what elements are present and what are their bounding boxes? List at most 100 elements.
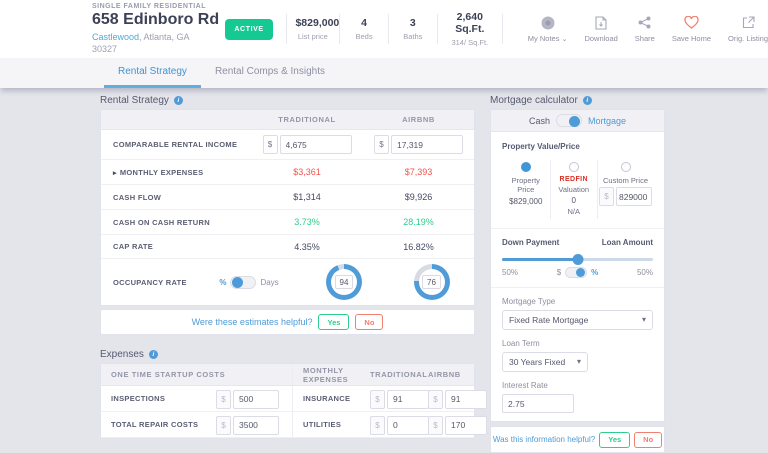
total-repair-costs-input[interactable] xyxy=(233,415,279,435)
download-icon xyxy=(584,15,617,30)
dollar-percent-toggle[interactable] xyxy=(565,266,588,278)
sqft-value: 2,640 Sq.Ft. xyxy=(455,11,485,35)
occupancy-unit-toggle-group: % Days xyxy=(199,275,299,289)
baths-stat: 3 Baths xyxy=(398,17,428,41)
info-icon[interactable]: i xyxy=(582,96,592,105)
download-button[interactable]: Download xyxy=(584,15,618,43)
property-price-option-label: Property Price xyxy=(511,176,540,195)
beds-value: 4 xyxy=(361,17,367,29)
divider xyxy=(436,14,438,44)
dropdown-caret-icon: ▾ xyxy=(576,357,581,367)
down-payment-labels: Down Payment Loan Amount xyxy=(502,238,653,247)
payment-mode-toggle[interactable] xyxy=(555,114,582,127)
orig-listing-label: Orig. Listing xyxy=(728,34,768,43)
occupancy-airbnb-value[interactable]: 76 xyxy=(422,275,441,289)
cap-rate-row: CAP RATE 4.35% 16.82% xyxy=(101,235,474,259)
inspections-input[interactable] xyxy=(233,389,279,409)
divider xyxy=(388,14,389,44)
utilities-airbnb-input[interactable] xyxy=(445,415,487,435)
rental-strategy-title-text: Rental Strategy xyxy=(100,95,169,106)
expenses-row-1: INSPECTIONS $ INSURANCE $ $ xyxy=(101,386,487,412)
custom-price-option-label: Custom Price xyxy=(602,176,648,185)
header-actions: My Notes ⌄ Download Share xyxy=(528,15,768,43)
feedback-question: Were these estimates helpful? xyxy=(191,317,313,327)
occupancy-traditional-value[interactable]: 94 xyxy=(334,275,354,289)
cash-label[interactable]: Cash xyxy=(528,115,550,126)
occupancy-unit-toggle[interactable] xyxy=(230,275,257,289)
tab-rental-comps-insights[interactable]: Rental Comps & Insights xyxy=(214,66,325,77)
monthly-expenses-airbnb: $7,393 xyxy=(404,167,433,177)
insurance-traditional-input[interactable] xyxy=(387,389,429,409)
insurance-airbnb-input[interactable] xyxy=(445,389,487,409)
currency-prefix: $ xyxy=(599,187,614,207)
download-label: Download xyxy=(584,34,618,43)
redfin-valuation-option[interactable]: REDFIN Valuation 0 N/A xyxy=(549,160,598,219)
mortgage-calculator-panel: Cash Mortgage Property Value/Price Prope… xyxy=(490,109,665,423)
save-home-label: Save Home xyxy=(671,34,711,43)
mortgage-type-value: Fixed Rate Mortgage xyxy=(509,314,589,325)
property-type: SINGLE FAMILY RESIDENTIAL xyxy=(92,2,207,10)
cash-flow-traditional: $1,314 xyxy=(293,192,321,202)
neighborhood-link[interactable]: Castlewood xyxy=(92,31,140,42)
sqft-stat: 2,640 Sq.Ft. 314/ Sq.Ft. xyxy=(447,11,493,47)
redfin-valuation-radio[interactable] xyxy=(568,162,579,172)
dollar-unit-label[interactable]: $ xyxy=(556,267,562,277)
column-traditional: TRADITIONAL xyxy=(278,115,336,124)
mortgage-label[interactable]: Mortgage xyxy=(587,115,627,126)
airbnb-income-input-group: $ xyxy=(374,135,463,154)
info-icon[interactable]: i xyxy=(173,96,183,105)
save-home-button[interactable]: Save Home xyxy=(672,15,711,43)
rental-strategy-section: Rental Strategy i TRADITIONAL AIRBNB COM… xyxy=(100,94,487,439)
percent-unit-label: % xyxy=(219,277,227,287)
no-button[interactable]: No xyxy=(355,314,384,330)
monthly-expenses-header: MONTHLY EXPENSES xyxy=(292,364,370,385)
yes-button[interactable]: Yes xyxy=(599,431,631,448)
share-label: Share xyxy=(634,34,655,43)
share-button[interactable]: Share xyxy=(635,15,655,43)
beds-stat: 4 Beds xyxy=(349,17,379,41)
loan-term-select[interactable]: 30 Years Fixed ▾ xyxy=(502,351,588,372)
mortgage-body: Property Value/Price Property Price $829… xyxy=(491,132,664,421)
total-repair-costs-label: TOTAL REPAIR COSTS xyxy=(111,420,199,429)
comparable-rental-income-row: COMPARABLE RENTAL INCOME $ $ xyxy=(101,130,474,160)
down-payment-slider[interactable] xyxy=(502,253,653,265)
tab-rental-strategy[interactable]: Rental Strategy xyxy=(104,58,201,88)
airbnb-income-input[interactable] xyxy=(391,135,463,154)
expenses-title-text: Expenses xyxy=(100,349,144,360)
list-price: $829,000 List price xyxy=(295,17,339,41)
custom-price-radio[interactable] xyxy=(620,162,631,172)
property-address: 658 Edinboro Rd xyxy=(92,10,220,28)
info-icon[interactable]: i xyxy=(148,350,158,359)
custom-price-option[interactable]: Custom Price $ xyxy=(597,160,653,219)
loan-term-value: 30 Years Fixed xyxy=(509,356,566,367)
interest-rate-label: Interest Rate xyxy=(502,380,548,390)
days-unit-label: Days xyxy=(260,277,279,287)
toggle-knob xyxy=(568,115,580,127)
monthly-expenses-row[interactable]: ▸ MONTHLY EXPENSES $3,361 $7,393 xyxy=(101,160,474,185)
slider-fill xyxy=(502,257,578,261)
property-price-option[interactable]: Property Price $829,000 xyxy=(502,160,550,219)
divider xyxy=(339,14,341,44)
custom-price-input[interactable] xyxy=(616,187,652,207)
utilities-traditional-input[interactable] xyxy=(387,415,429,435)
traditional-income-input[interactable] xyxy=(279,135,352,154)
divider xyxy=(285,14,287,44)
property-price-radio[interactable] xyxy=(520,162,531,172)
inspections-label: INSPECTIONS xyxy=(111,394,166,403)
currency-prefix: $ xyxy=(428,415,443,435)
list-price-label: List price xyxy=(297,32,328,41)
orig-listing-button[interactable]: Orig. Listing xyxy=(728,15,768,43)
interest-rate-input[interactable] xyxy=(502,394,574,414)
yes-button[interactable]: Yes xyxy=(318,314,350,330)
my-notes-label: My Notes xyxy=(527,34,560,43)
expand-caret-icon[interactable]: ▸ xyxy=(113,169,117,177)
baths-value: 3 xyxy=(409,17,416,29)
no-button[interactable]: No xyxy=(634,431,663,448)
tab-bar: Rental Strategy Rental Comps & Insights xyxy=(0,58,768,88)
slider-knob[interactable] xyxy=(572,253,583,265)
feedback-question: Was this information helpful? xyxy=(492,435,596,445)
percent-unit-label[interactable]: % xyxy=(591,267,599,277)
currency-prefix: $ xyxy=(262,135,278,154)
my-notes-button[interactable]: My Notes ⌄ xyxy=(527,15,567,43)
mortgage-type-select[interactable]: Fixed Rate Mortgage ▾ xyxy=(502,309,653,330)
